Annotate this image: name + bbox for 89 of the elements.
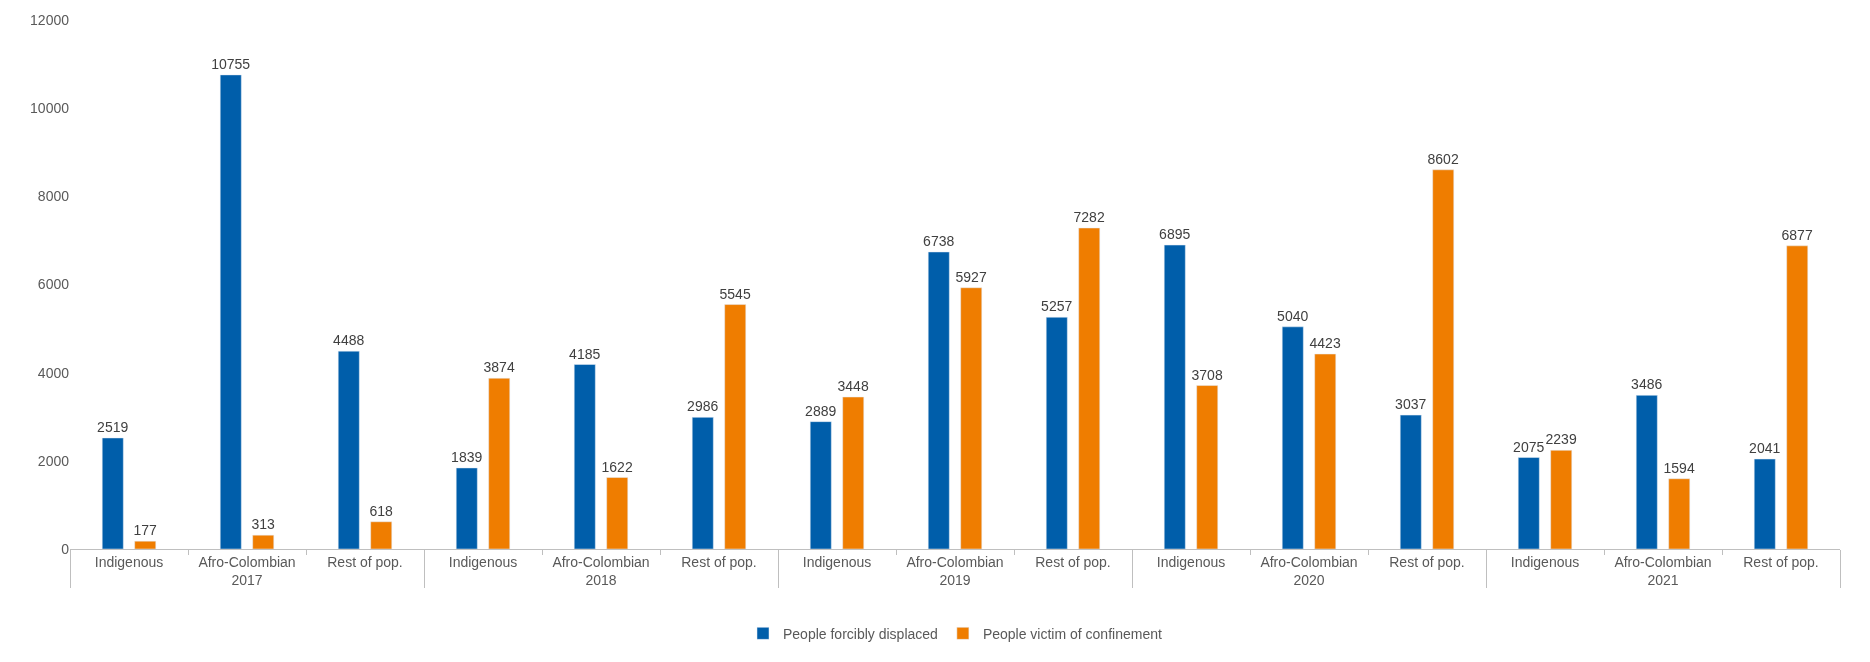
legend-label: People victim of confinement [982,625,1162,642]
x-tick-label: Rest of pop. [681,553,757,570]
bar [1281,326,1304,549]
text: 2021 [1647,571,1679,588]
data-label: 2075 [1513,438,1545,455]
bar [606,477,629,549]
data-label: 3708 [1191,366,1223,383]
data-label: 6877 [1781,226,1813,243]
bar [1432,169,1455,549]
bar [370,521,393,549]
data-label: 7282 [1073,208,1105,225]
data-label: 5257 [1041,298,1073,315]
x-tick-label: Indigenous [94,553,164,570]
x-tick-label: Afro-Colombian [552,553,650,570]
bar [1753,458,1776,549]
x-tick-label: Indigenous [1156,553,1226,570]
x-tick-label: Rest of pop. [327,553,403,570]
x-tick-label: Afro-Colombian [1260,553,1358,570]
x-tick-label: Rest of pop. [1035,553,1111,570]
bar [1517,457,1540,549]
bar [1314,353,1337,549]
y-tick-label: 12000 [30,11,70,28]
data-label: 6738 [923,232,955,249]
data-label: 3874 [483,359,515,376]
y-tick-label: 6000 [37,276,70,293]
data-label: 2519 [97,418,129,435]
bar [960,287,983,549]
x-tick-label: Afro-Colombian [198,553,296,570]
y-tick-label: 0 [61,540,70,557]
bar [927,251,950,549]
text: 2019 [939,571,971,588]
data-label: 3448 [837,378,869,394]
bar [1163,244,1186,549]
bar [488,377,511,549]
data-label: 5040 [1277,307,1309,324]
x-tick-label: Rest of pop. [1389,553,1465,570]
x-tick-label: Indigenous [802,553,872,570]
data-label: 4185 [569,345,601,362]
data-label: 2986 [687,398,719,415]
x-tick-label: Indigenous [448,553,518,570]
bar [1550,450,1573,549]
x-tick-label: Afro-Colombian [906,553,1004,570]
bar [724,304,747,549]
data-label: 1622 [601,458,633,475]
y-tick-label: 2000 [37,452,70,469]
bar [573,364,596,549]
data-label: 3486 [1631,376,1663,393]
bar [455,467,478,549]
x-tick-label: Afro-Colombian [1614,553,1712,570]
y-tick-label: 4000 [37,364,70,381]
legend-label: People forcibly displaced [783,625,938,642]
bar [809,421,832,549]
data-label: 618 [369,502,394,519]
bar [842,396,865,549]
y-tick-label: 8000 [37,188,70,205]
bar [1668,478,1691,549]
bar [101,437,124,549]
data-label: 10755 [211,55,251,72]
bar [1786,245,1809,549]
data-label: 4423 [1309,335,1341,352]
data-label: 6895 [1159,226,1191,243]
bar [1196,385,1219,549]
bar [219,74,242,549]
bar [252,534,275,549]
data-label: 4488 [333,332,365,349]
data-label: 1594 [1663,459,1695,476]
data-label: 3037 [1395,396,1427,413]
data-label: 177 [133,522,158,539]
bar [134,540,157,549]
bar [1078,227,1101,549]
bar [691,417,714,549]
data-label: 2889 [805,402,837,419]
x-tick-label: Rest of pop. [1743,553,1819,570]
text: 2018 [585,571,617,588]
data-label: 2041 [1749,440,1781,457]
text: 2020 [1293,571,1325,588]
y-tick-label: 10000 [30,100,70,117]
bar [337,350,360,549]
data-label: 2239 [1545,431,1577,448]
bar [1399,414,1422,549]
bar [1045,317,1068,549]
x-tick-label: Indigenous [1510,553,1580,570]
data-label: 5545 [719,285,751,302]
data-label: 5927 [955,268,987,285]
bar [1635,395,1658,549]
data-label: 313 [251,516,276,533]
text: 2017 [231,571,263,588]
data-label: 8602 [1427,150,1459,167]
data-label: 1839 [451,448,483,465]
